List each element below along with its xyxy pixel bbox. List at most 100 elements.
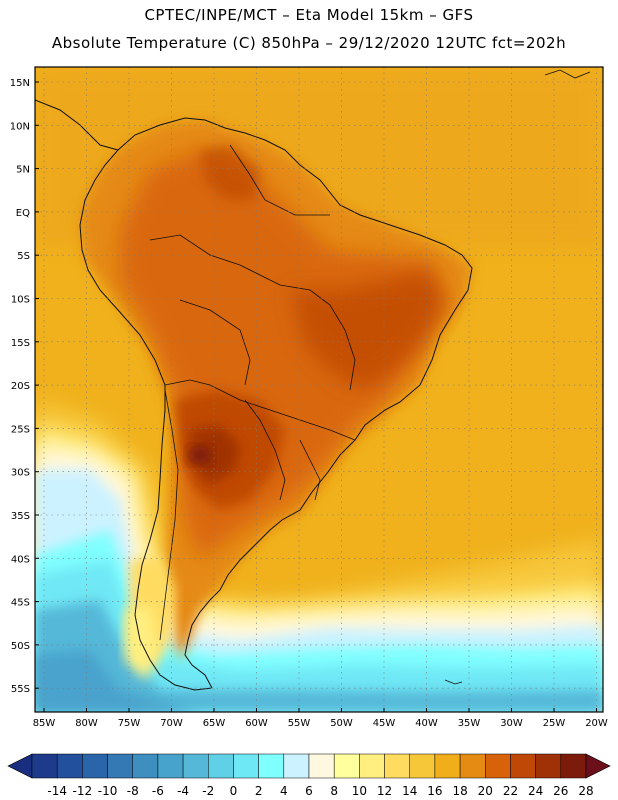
lon-tick-label: 85W <box>33 718 56 729</box>
colorbar-swatch <box>434 753 461 779</box>
colorbar-swatch <box>283 753 310 779</box>
colorbar-label: 18 <box>452 784 467 798</box>
colorbar-label: -6 <box>152 784 164 798</box>
lat-tick-label: 40S <box>11 554 30 565</box>
colorbar-label: 4 <box>280 784 288 798</box>
colorbar-label: 24 <box>528 784 543 798</box>
lat-tick-label: 35S <box>11 511 30 522</box>
colorbar-over-arrow <box>585 753 611 779</box>
colorbar-swatch <box>384 753 410 779</box>
colorbar-label: 12 <box>377 784 392 798</box>
lon-tick-label: 20W <box>585 718 608 729</box>
colorbar-label: 2 <box>255 784 263 798</box>
border-line-3 <box>179 299 251 386</box>
colorbar-label: -2 <box>202 784 214 798</box>
colorbar-swatch <box>459 753 486 779</box>
lon-tick-label: 30W <box>500 718 523 729</box>
border-line-6 <box>229 144 330 216</box>
lat-tick-label: 15N <box>10 78 30 89</box>
south-america-coastline <box>79 117 473 691</box>
hot-spot-max <box>188 446 212 464</box>
lat-tick-label: 10N <box>10 121 30 132</box>
lon-tick-label: 65W <box>203 718 226 729</box>
lat-tick-label: 15S <box>11 338 30 349</box>
colorbar-label: 28 <box>578 784 593 798</box>
colorbar-swatch <box>233 753 259 779</box>
lat-tick-label: 45S <box>11 598 30 609</box>
lat-tick-label: 50S <box>11 641 30 652</box>
lon-tick-label: 80W <box>75 718 98 729</box>
colorbar-swatch <box>208 753 234 779</box>
lon-tick-label: 50W <box>330 718 353 729</box>
warm-core-brazil <box>290 270 445 390</box>
colorbar-label: 8 <box>330 784 338 798</box>
border-line-2 <box>149 234 356 391</box>
colorbar-label: -14 <box>47 784 67 798</box>
colorbar: -14 -12 -10 -8 -6 -4 -2 0 2 4 6 8 10 12 14 16 18 20 22 24 26… <box>7 753 611 798</box>
band-minus-4 <box>35 650 200 712</box>
colorbar-swatch <box>535 753 562 779</box>
longitude-labels: 85W 80W 75W 70W 65W 60W 55W 50W 45W 40W 35W 30W 25W 2… <box>33 708 608 729</box>
band-2 <box>35 560 603 712</box>
colorbar-swatch <box>157 753 184 779</box>
colorbar-swatch <box>107 753 133 779</box>
lon-tick-label: 40W <box>415 718 438 729</box>
lat-tick-label: 55S <box>11 684 30 695</box>
colorbar-label: -4 <box>177 784 189 798</box>
colorbar-label: 10 <box>352 784 367 798</box>
border-line-5 <box>299 439 321 501</box>
title-line-1: CPTEC/INPE/MCT – Eta Model 15km – GFS <box>144 6 474 24</box>
lat-tick-label: 5S <box>17 251 30 262</box>
colorbar-swatch <box>31 753 58 779</box>
lon-tick-label: 45W <box>373 718 396 729</box>
title-line-2: Absolute Temperature (C) 850hPa – 29/12/… <box>51 34 567 52</box>
lon-tick-label: 60W <box>245 718 268 729</box>
colorbar-swatch <box>333 753 360 779</box>
map-frame <box>34 66 604 713</box>
lon-tick-label: 55W <box>288 718 311 729</box>
colorbar-label: -10 <box>98 784 118 798</box>
lat-tick-label: 25S <box>11 424 30 435</box>
colorbar-swatch <box>485 753 511 779</box>
colorbar-label: -12 <box>73 784 93 798</box>
lat-tick-label: EQ <box>16 208 30 219</box>
colorbar-label: 22 <box>503 784 518 798</box>
lat-tick-label: 5N <box>16 165 30 176</box>
caribbean-islands <box>544 69 591 79</box>
colorbar-swatch <box>182 753 209 779</box>
colorbar-swatch <box>308 753 335 779</box>
lon-tick-label: 75W <box>118 718 141 729</box>
hot-spot-chaco <box>190 425 240 485</box>
lat-tick-label: 20S <box>11 381 30 392</box>
colorbar-swatch <box>510 753 536 779</box>
latitude-labels: 15N 10N 5N EQ 5S 10S 15S 20S 25S 30S 35S 40S 45S 50S 5… <box>10 78 39 695</box>
colorbar-label: 26 <box>553 784 568 798</box>
lat-tick-label: 30S <box>11 468 30 479</box>
colorbar-swatch <box>409 753 436 779</box>
grid-lines <box>35 67 603 712</box>
border-line-andes <box>159 389 179 641</box>
lon-tick-label: 70W <box>160 718 183 729</box>
colorbar-label: -8 <box>127 784 139 798</box>
lon-tick-label: 25W <box>543 718 566 729</box>
colorbar-swatch <box>132 753 159 779</box>
border-line-4 <box>244 399 286 501</box>
warm-core-andes-north <box>200 145 260 200</box>
colorbar-label: 14 <box>402 784 417 798</box>
colorbar-label: 0 <box>230 784 238 798</box>
border-line-1 <box>164 379 356 441</box>
colorbar-swatch <box>56 753 83 779</box>
map-panel <box>35 67 603 712</box>
colorbar-swatch <box>82 753 108 779</box>
colorbar-swatch <box>359 753 385 779</box>
colorbar-swatch <box>560 753 587 779</box>
colorbar-swatch <box>258 753 285 779</box>
lat-tick-label: 10S <box>11 295 30 306</box>
colorbar-label: 16 <box>427 784 442 798</box>
falkland-islands <box>444 679 463 685</box>
colorbar-label: 20 <box>478 784 493 798</box>
lon-tick-label: 35W <box>458 718 481 729</box>
colorbar-under-arrow <box>7 753 33 779</box>
colorbar-label: 6 <box>305 784 313 798</box>
